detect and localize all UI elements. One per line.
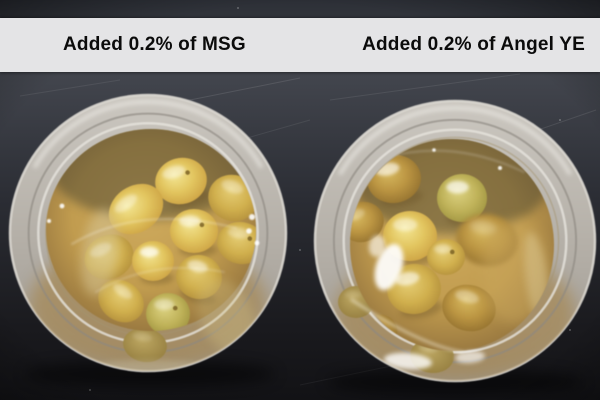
- speckle: [89, 389, 91, 391]
- olive-gloss: [392, 218, 418, 232]
- olive-stem: [449, 249, 455, 255]
- speckle: [569, 329, 571, 331]
- olive-gloss: [344, 290, 361, 299]
- olive-stem: [199, 222, 205, 228]
- bubble: [47, 219, 51, 223]
- speckle: [299, 249, 301, 251]
- caption-banner: Added 0.2% of MSG Added 0.2% of Angel YE: [0, 18, 600, 72]
- olive-gloss: [139, 246, 159, 258]
- bubble: [249, 214, 255, 220]
- bubble: [254, 240, 260, 246]
- caption-angel-ye: Added 0.2% of Angel YE: [362, 34, 585, 55]
- olive-gloss: [434, 244, 452, 254]
- bubble: [59, 203, 65, 209]
- olive-gloss: [154, 299, 174, 311]
- olive: [427, 239, 465, 275]
- olive-gloss: [446, 180, 469, 194]
- bubble: [246, 228, 252, 234]
- caption-msg: Added 0.2% of MSG: [63, 34, 246, 55]
- bubble: [432, 148, 436, 152]
- bubble: [498, 166, 502, 170]
- olive-stem: [172, 305, 178, 311]
- speckle: [237, 7, 239, 9]
- speckle: [559, 119, 561, 121]
